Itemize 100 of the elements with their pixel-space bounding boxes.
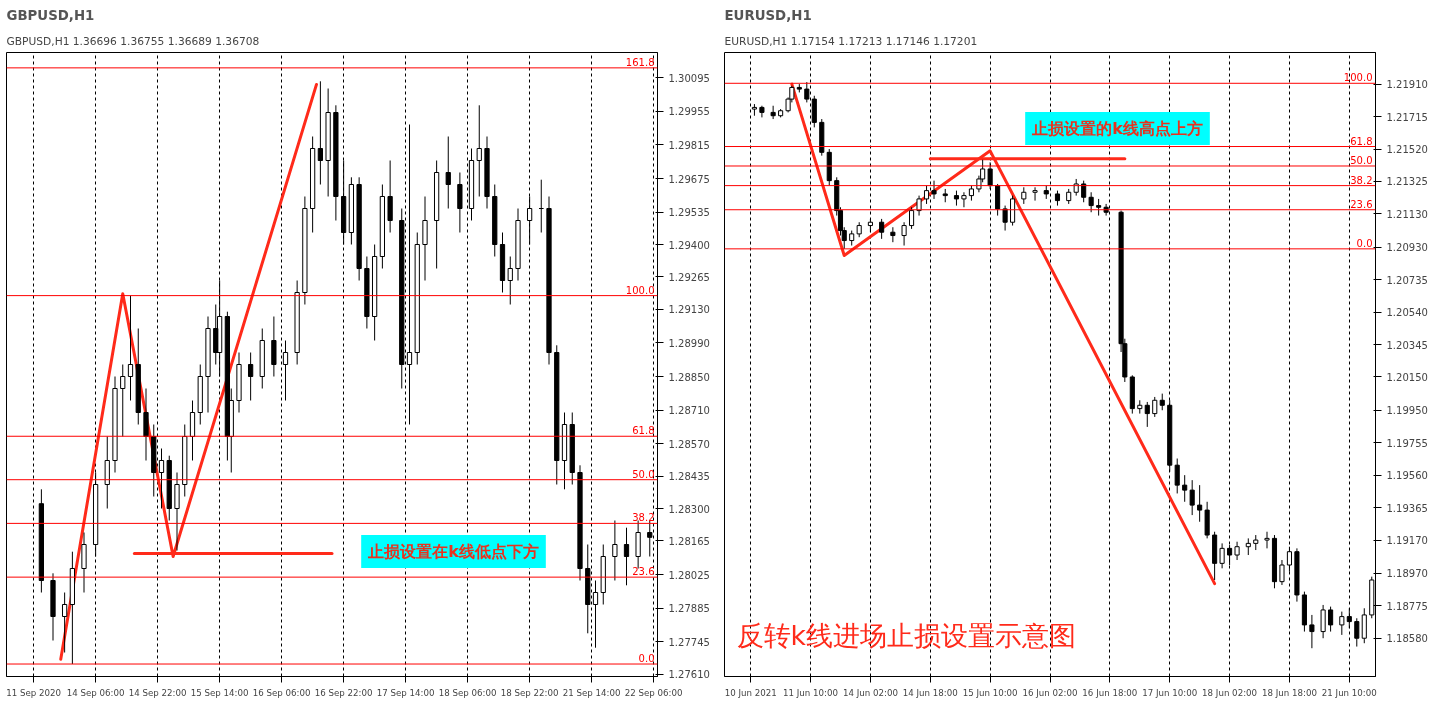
candlestick [1328,606,1334,633]
candlestick [1174,458,1180,494]
candlestick [612,520,618,581]
y-tick-label: 1.28570 [668,438,710,450]
y-tick-label: 1.30095 [668,72,710,84]
candlestick [1088,191,1094,213]
candlestick [923,185,930,205]
x-tick-label: 14 Sep 06:00 [66,687,125,698]
y-tick-label: 1.29130 [668,304,710,316]
candlestick [1144,401,1150,428]
candlestick [1309,614,1315,649]
y-tick-label: 1.28990 [668,337,710,349]
x-tick-label: 21 Jun 10:00 [1321,687,1377,698]
y-tick-label: 1.27745 [668,636,710,648]
candlestick [457,172,463,233]
candlestick [61,592,68,653]
candlestick [890,226,896,243]
candlestick [635,520,641,569]
x-tick-label: 11 Jun 10:00 [783,687,839,698]
line-series [790,82,1217,586]
candlestick [507,256,513,305]
y-tick-label: 1.28300 [668,503,710,515]
candlestick [879,218,885,240]
x-tick-label: 14 Jun 18:00 [902,687,958,698]
candlestick [282,340,289,401]
annotation: 止损设置在k线低点下方 [367,542,539,561]
candlestick [1010,195,1016,227]
candlestick [909,206,915,230]
annotation: 反转k线进场止损设置示意图 [736,619,1076,651]
y-tick-label: 1.28435 [668,471,710,483]
annotation: 38.2 [1350,174,1373,186]
candlestick [158,448,165,509]
chart-subtitle: GBPUSD,H1 1.36696 1.36755 1.36689 1.36708 [6,34,260,48]
y-tick-label: 1.21715 [1386,111,1428,123]
candlestick [1339,611,1345,636]
y-tick-label: 1.29535 [668,207,710,219]
candlestick [213,304,219,365]
candlestick [1279,559,1285,586]
y-tick-label: 1.20735 [1386,274,1428,286]
candlestick [916,195,922,217]
y-tick-label: 1.29265 [668,271,710,283]
candlestick [1264,531,1270,549]
candlestick [592,580,599,649]
candlestick [1227,544,1233,566]
chart-title: GBPUSD,H1 [6,7,95,23]
candlestick [1002,205,1008,232]
candlestick [1219,542,1225,569]
x-tick-label: 10 Jun 2021 [724,687,777,698]
x-tick-label: 18 Sep 06:00 [438,687,497,698]
candlestick [811,95,817,128]
candlestick [422,196,428,281]
candlestick [127,295,134,401]
y-tick-label: 1.29400 [668,239,710,251]
candlestick [476,104,482,197]
annotation: 100.0 [625,284,655,296]
candlestick [445,136,451,209]
annotation: 61.8 [1350,135,1373,147]
y-tick-label: 1.19365 [1386,502,1428,514]
x-tick-label: 18 Sep 22:00 [500,687,559,698]
candlestick [1234,541,1240,561]
y-tick-label: 1.21130 [1386,208,1428,220]
y-tick-label: 1.20930 [1386,242,1428,254]
y-tick-label: 1.20540 [1386,307,1428,319]
y-tick-label: 1.18580 [1386,633,1428,645]
y-tick-label: 1.21520 [1386,144,1428,156]
annotation: 0.0 [638,653,655,665]
y-tick-label: 1.28025 [668,569,710,581]
annotation: 0.0 [1356,237,1373,249]
chart-title: EURUSD,H1 [724,7,812,23]
chart-subtitle: EURUSD,H1 1.17154 1.17213 1.17146 1.17201 [724,34,978,48]
x-tick-label: 14 Sep 22:00 [128,687,187,698]
y-tick-label: 1.27885 [668,603,710,615]
annotation: 100.0 [1343,72,1373,84]
candlestick [770,105,776,120]
annotation: 161.8 [625,56,655,68]
annotation: 止损设置的k线高点上方 [1031,119,1203,138]
candlestick [623,527,630,586]
candlestick [1189,479,1195,516]
candlestick [1197,484,1203,523]
annotation: 61.8 [632,425,655,437]
candlestick [143,388,149,461]
x-tick-label: 18 Jun 02:00 [1202,687,1258,698]
y-tick-label: 1.21910 [1386,79,1428,91]
candlestick [1354,617,1360,648]
y-tick-label: 1.19170 [1386,535,1428,547]
y-tick-label: 1.20345 [1386,339,1428,351]
candlestick [247,352,254,401]
x-tick-label: 16 Jun 18:00 [1082,687,1138,698]
y-tick-label: 1.19560 [1386,470,1428,482]
y-tick-label: 1.20150 [1386,371,1428,383]
y-tick-label: 1.29815 [668,139,710,151]
candlestick [1152,396,1158,418]
annotation: 23.6 [1350,198,1373,210]
annotation: 50.0 [1350,154,1373,166]
candlestick [1286,546,1293,573]
x-tick-label: 15 Sep 14:00 [190,687,249,698]
y-tick-label: 1.18970 [1386,568,1428,580]
annotation: 38.2 [632,512,655,524]
y-tick-label: 1.29955 [668,106,710,118]
candlestick [995,183,1001,217]
